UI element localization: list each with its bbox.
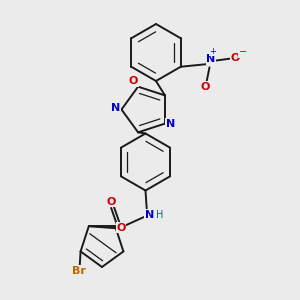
Text: O: O (116, 223, 126, 233)
Text: O: O (201, 82, 210, 92)
Text: N: N (111, 103, 120, 113)
Text: −: − (239, 47, 247, 57)
Text: O: O (129, 76, 138, 86)
Text: N: N (145, 209, 154, 220)
Text: +: + (210, 46, 217, 56)
Text: N: N (206, 54, 215, 64)
Text: O: O (107, 196, 116, 207)
Text: H: H (156, 209, 163, 220)
Text: N: N (166, 118, 175, 129)
Text: O: O (231, 53, 240, 63)
Text: Br: Br (72, 266, 86, 276)
